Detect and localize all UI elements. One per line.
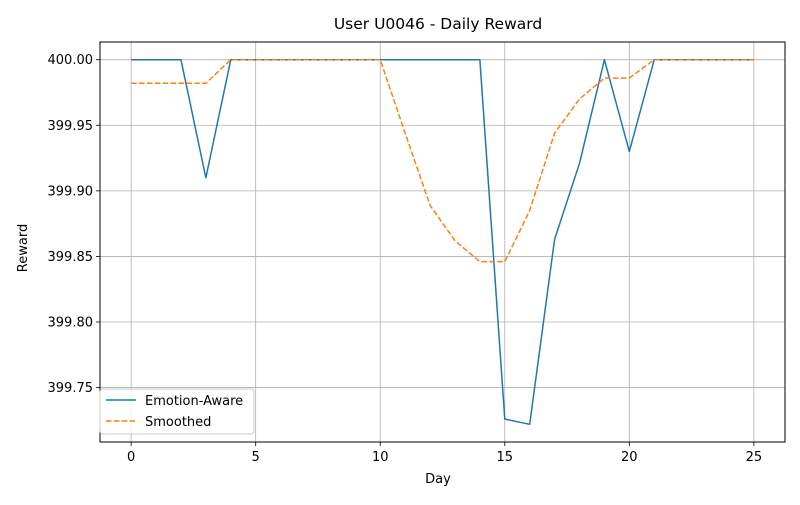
x-tick-label: 10: [372, 450, 389, 465]
x-tick-label: 5: [252, 450, 260, 465]
grid: [100, 42, 785, 442]
legend-box: [99, 388, 255, 435]
y-tick-label: 399.80: [48, 316, 94, 331]
x-tick-label: 15: [496, 450, 513, 465]
legend-label-smoothed: Smoothed: [145, 415, 211, 430]
y-tick-label: 399.85: [48, 250, 94, 265]
x-tick-label: 0: [127, 450, 135, 465]
series-line-smoothed: [131, 58, 754, 263]
plot-frame: [99, 41, 786, 443]
y-tick-label: 399.90: [48, 184, 94, 199]
series-lines: [131, 58, 754, 426]
chart-title: User U0046 - Daily Reward: [334, 15, 542, 33]
axis-ticks: 0 5 10 15 20 25 399.75 399.80 399.85 399.90 399.95…: [48, 53, 763, 465]
y-tick-label: 399.75: [48, 381, 94, 396]
x-tick-label: 20: [621, 450, 638, 465]
x-tick-label: 25: [746, 450, 763, 465]
legend-label-emotion-aware: Emotion-Aware: [145, 394, 243, 409]
x-axis-label: Day: [425, 472, 451, 487]
y-axis-label: Reward: [16, 224, 31, 272]
y-tick-label: 400.00: [48, 53, 94, 68]
y-tick-label: 399.95: [48, 119, 94, 134]
legend: Emotion-Aware Smoothed: [99, 388, 255, 435]
